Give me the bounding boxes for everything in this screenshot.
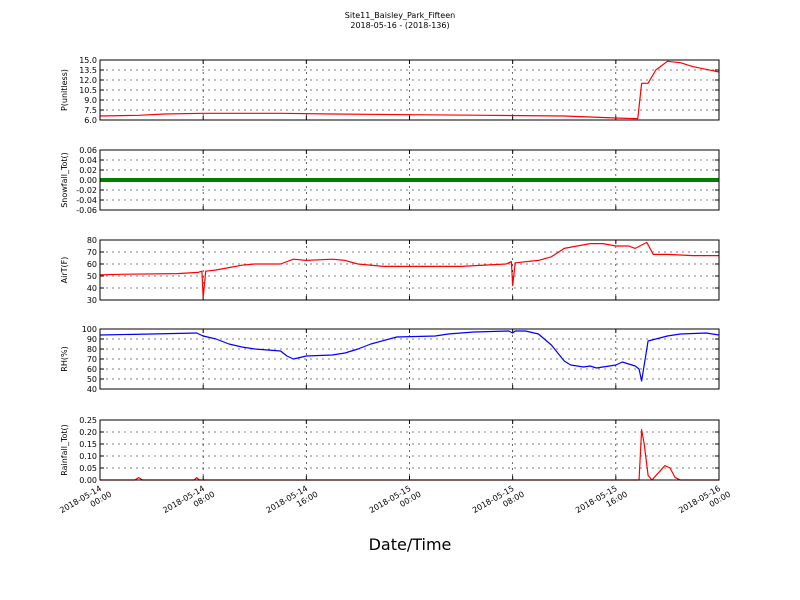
y-tick-label: 50: [87, 375, 97, 384]
panel-frame: [99, 419, 720, 481]
y-tick-label: 6.0: [84, 116, 97, 125]
chart-subtitle: 2018-05-16 - (2018-136): [350, 21, 449, 30]
x-tick-label: 2018-05-1408:00: [161, 481, 216, 524]
y-tick-label: 0.10: [79, 452, 97, 461]
y-axis-label: P(unitless): [60, 69, 69, 111]
x-tick-label: 2018-05-1508:00: [471, 481, 526, 524]
y-tick-label: 0.15: [79, 440, 97, 449]
x-axis-label: Date/Time: [369, 535, 452, 554]
y-tick-label: 0.00: [79, 176, 97, 185]
y-tick-label: -0.02: [76, 186, 97, 195]
y-tick-label: 0.20: [79, 428, 97, 437]
y-tick-label: 10.5: [79, 86, 97, 95]
y-tick-label: 0.25: [79, 416, 97, 425]
data-line: [99, 241, 719, 299]
y-tick-label: 15.0: [79, 56, 97, 65]
data-line: [100, 429, 719, 481]
panel-frame: [99, 149, 720, 211]
y-tick-label: 0.02: [79, 166, 97, 175]
panel-frame: [99, 328, 720, 390]
y-tick-label: 9.0: [84, 96, 97, 105]
y-tick-label: 80: [87, 345, 97, 354]
y-tick-label: 60: [87, 260, 97, 269]
y-axis-label: Rainfall_Tot(): [60, 424, 69, 476]
y-tick-label: 30: [87, 296, 97, 305]
y-axis-label: RH(%): [60, 346, 69, 371]
y-tick-label: 0.05: [79, 464, 97, 473]
y-tick-label: 70: [87, 248, 97, 257]
x-tick-label: 2018-05-1400:00: [58, 481, 113, 524]
y-tick-label: 40: [87, 284, 97, 293]
y-tick-label: 12.0: [79, 76, 97, 85]
panel-frame: [99, 239, 720, 301]
y-tick-label: 60: [87, 365, 97, 374]
y-tick-label: 7.5: [84, 106, 97, 115]
data-line: [99, 60, 720, 120]
y-tick-label: 50: [87, 272, 97, 281]
y-tick-label: -0.06: [76, 206, 97, 215]
panel-frame: [99, 59, 720, 121]
x-tick-label: 2018-05-1500:00: [368, 481, 423, 524]
x-tick-label: 2018-05-1416:00: [265, 481, 320, 524]
y-tick-label: 70: [87, 355, 97, 364]
data-line: [99, 330, 720, 382]
y-tick-label: 0.04: [79, 156, 97, 165]
y-tick-label: 90: [87, 335, 97, 344]
x-tick-label: 2018-05-1600:00: [677, 481, 732, 524]
y-tick-label: 100: [82, 325, 97, 334]
y-tick-label: 0.00: [79, 476, 97, 485]
y-tick-label: 0.06: [79, 146, 97, 155]
y-tick-label: 13.5: [79, 66, 97, 75]
x-tick-label: 2018-05-1516:00: [574, 481, 629, 524]
y-axis-label: Snowfall_Tot(): [60, 152, 69, 208]
y-axis-label: AirT(F): [60, 257, 69, 284]
y-tick-label: 40: [87, 385, 97, 394]
y-tick-label: -0.04: [76, 196, 97, 205]
chart-title: Site11_Baisley_Park_Fifteen: [345, 11, 455, 20]
y-tick-label: 80: [87, 236, 97, 245]
